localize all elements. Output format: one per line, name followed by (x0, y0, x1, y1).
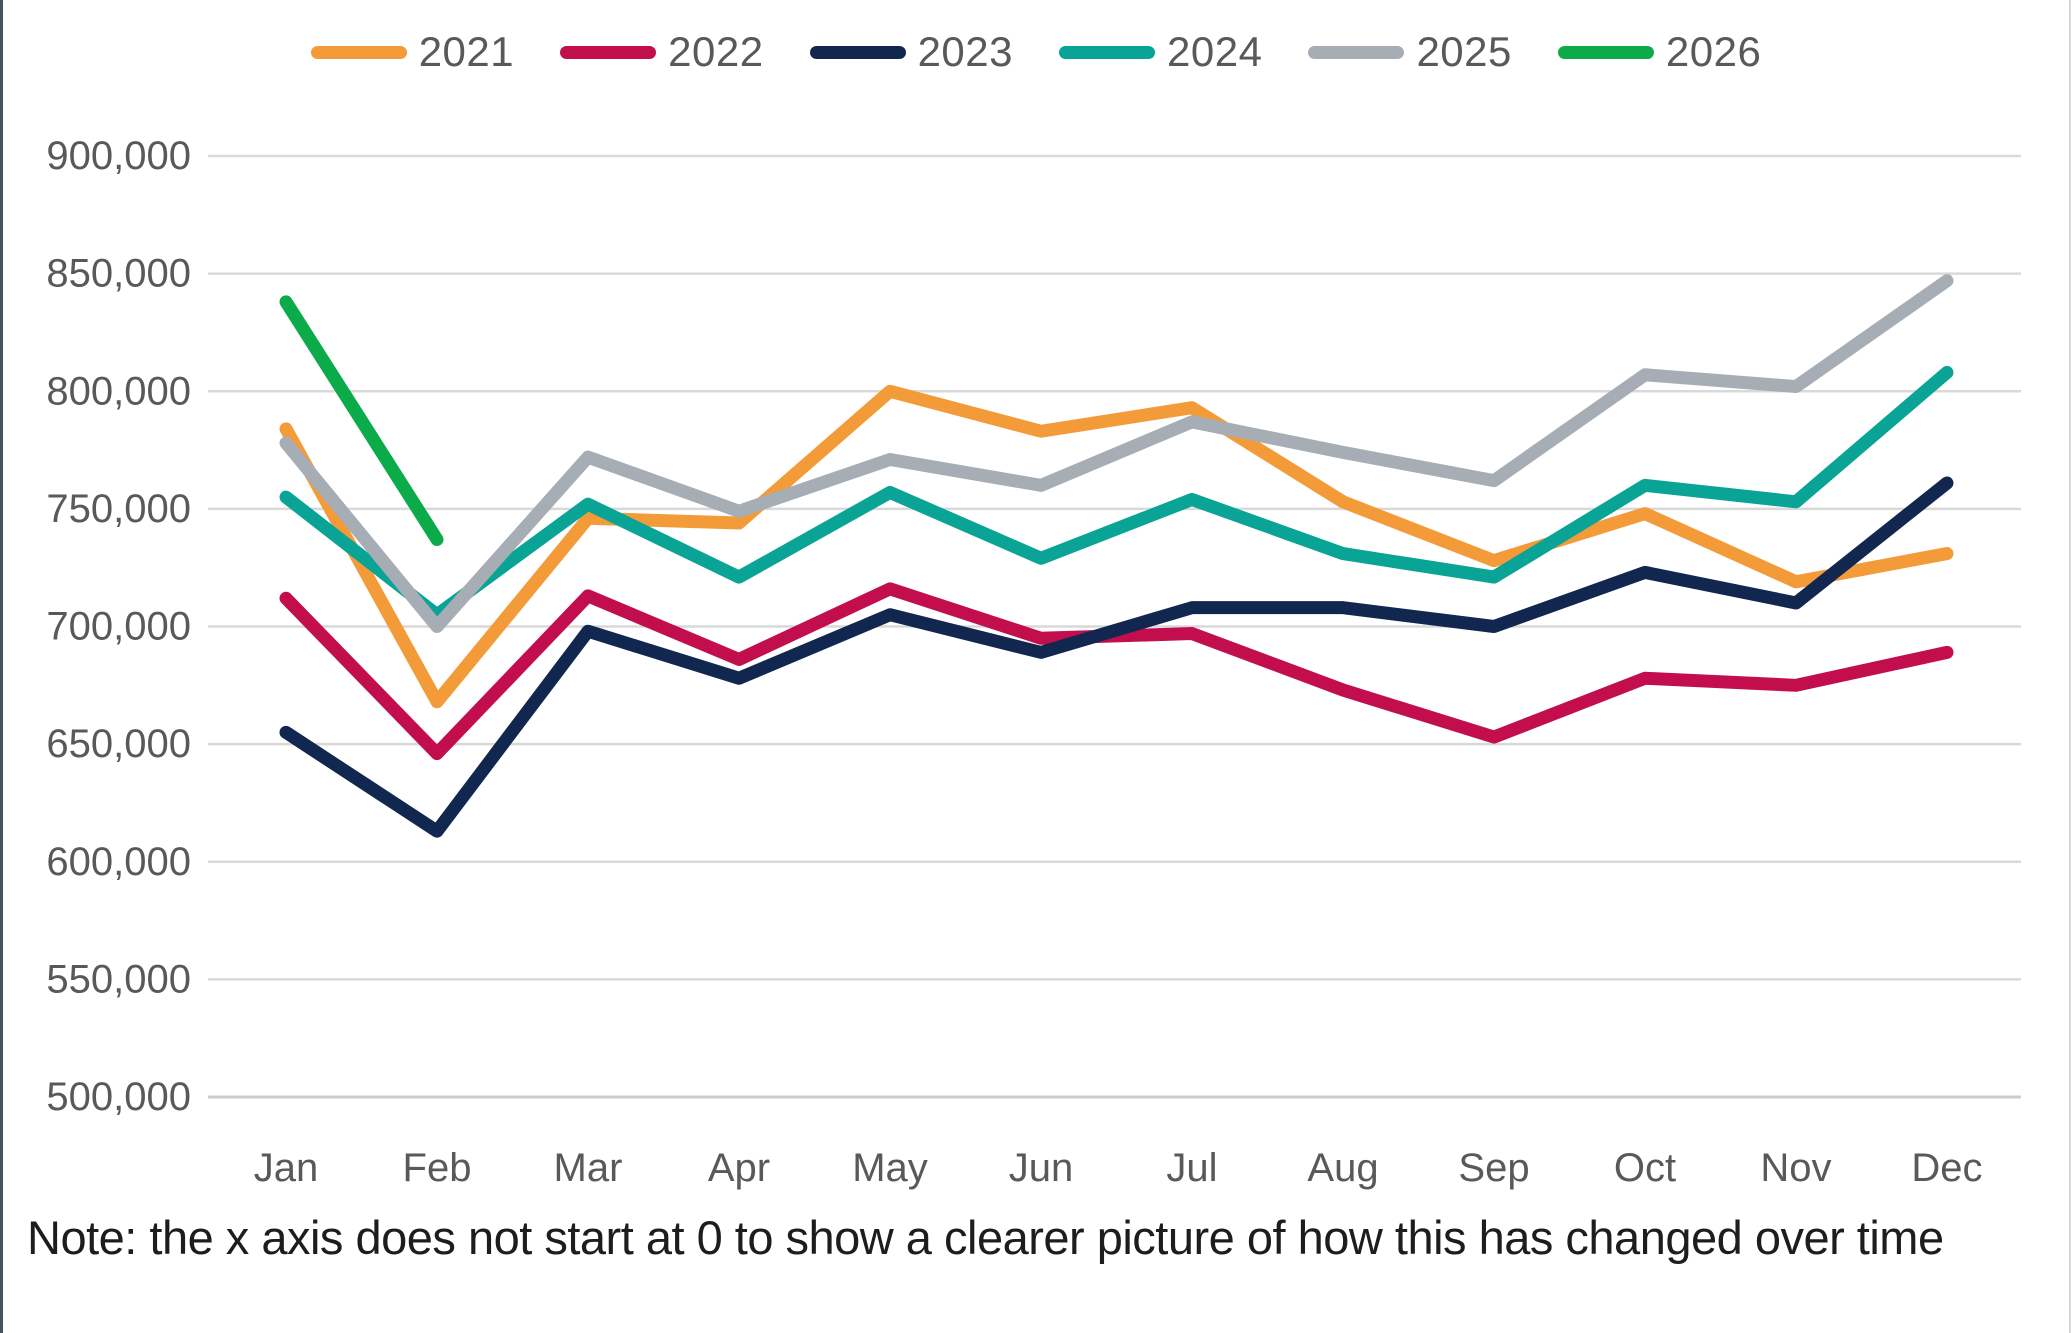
x-axis-tick-label: Feb (403, 1146, 472, 1190)
legend-item-2026: 2026 (1557, 28, 1762, 76)
series-line-2026 (279, 295, 444, 546)
series-line-2022 (279, 582, 1954, 761)
legend-item-2023: 2023 (809, 28, 1013, 76)
series-line-2024 (279, 365, 1954, 622)
x-axis-tick-label: Sep (1458, 1146, 1529, 1190)
legend-label: 2024 (1167, 28, 1263, 75)
y-axis-tick-label: 550,000 (46, 957, 191, 1001)
chart-legend: 2021 2022 2023 2024 2025 2026 (3, 28, 2069, 76)
x-axis-tick-label: Jun (1009, 1146, 1074, 1190)
series-line-2025 (279, 274, 1954, 633)
y-axis-tick-label: 700,000 (46, 605, 191, 649)
legend-label: 2023 (917, 28, 1013, 75)
x-axis-tick-label: Jan (254, 1146, 319, 1190)
legend-swatch-icon (1308, 45, 1405, 59)
legend-label: 2025 (1416, 28, 1512, 75)
y-axis-tick-label: 900,000 (46, 134, 191, 178)
x-axis-tick-label: Dec (1911, 1146, 1982, 1190)
y-axis-tick-label: 600,000 (46, 840, 191, 884)
legend-label: 2022 (668, 28, 764, 75)
x-axis-tick-label: Apr (708, 1146, 770, 1190)
x-axis-tick-label: May (852, 1146, 928, 1190)
legend-item-2022: 2022 (560, 28, 763, 76)
legend-item-2024: 2024 (1059, 28, 1262, 76)
x-axis-tick-label: Aug (1307, 1146, 1378, 1190)
x-axis-tick-label: Jul (1166, 1146, 1217, 1190)
legend-swatch-icon (809, 45, 906, 59)
y-axis-tick-label: 850,000 (46, 252, 191, 296)
y-axis-tick-label: 500,000 (46, 1075, 191, 1119)
series-line-2021 (279, 384, 1954, 709)
legend-item-2021: 2021 (310, 28, 515, 76)
series-line-2023 (279, 476, 1954, 838)
legend-item-2025: 2025 (1308, 28, 1511, 76)
footnote-text: Note: the x axis does not start at 0 to … (27, 1211, 1944, 1264)
x-axis-tick-label: Mar (554, 1146, 623, 1190)
y-axis-tick-label: 750,000 (46, 487, 191, 531)
legend-label: 2026 (1665, 28, 1762, 75)
legend-label: 2021 (418, 28, 515, 75)
x-axis-tick-label: Nov (1760, 1146, 1831, 1190)
x-axis-tick-label: Oct (1614, 1146, 1676, 1190)
line-chart: 900,000 850,000 800,000 750,000 700,000 650,0… (46, 134, 2021, 1190)
y-axis-tick-label: 650,000 (46, 722, 191, 766)
legend-swatch-icon (1557, 45, 1654, 59)
legend-swatch-icon (310, 45, 407, 59)
legend-swatch-icon (1059, 45, 1155, 59)
y-axis-tick-label: 800,000 (46, 369, 191, 413)
legend-swatch-icon (560, 45, 657, 59)
